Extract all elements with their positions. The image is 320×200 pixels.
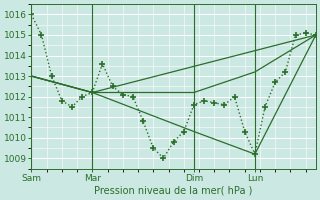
X-axis label: Pression niveau de la mer( hPa ): Pression niveau de la mer( hPa ) — [94, 186, 253, 196]
